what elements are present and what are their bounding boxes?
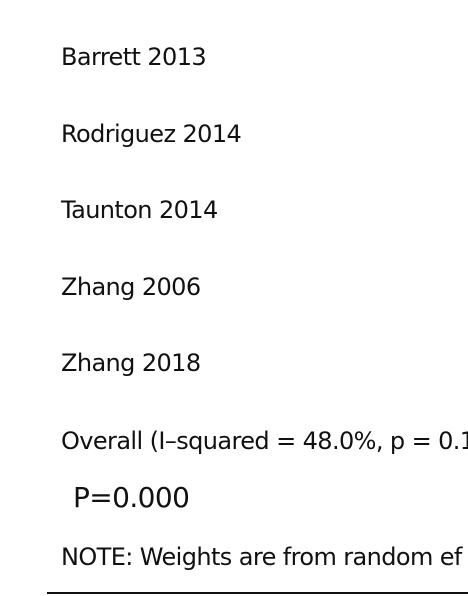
study-label: Barrett 2013 xyxy=(61,43,207,71)
weights-note: NOTE: Weights are from random ef xyxy=(61,543,462,571)
p-value-label: P=0.000 xyxy=(73,481,190,514)
study-label: Zhang 2018 xyxy=(61,349,201,377)
study-label: Rodriguez 2014 xyxy=(61,119,242,148)
overall-label: Overall (I–squared = 48.0%, p = 0.1 xyxy=(61,427,468,455)
study-label: Taunton 2014 xyxy=(61,196,218,224)
x-axis-line xyxy=(47,592,468,594)
study-label: Zhang 2006 xyxy=(61,272,201,301)
